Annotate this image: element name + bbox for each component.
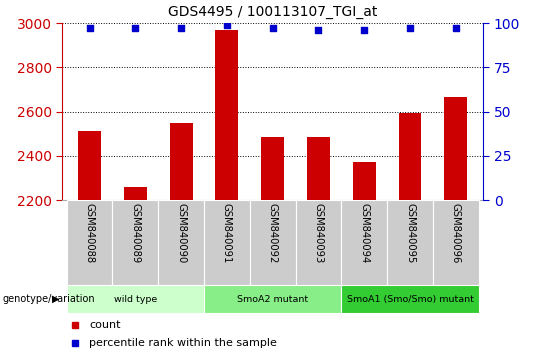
- Text: genotype/variation: genotype/variation: [3, 294, 96, 304]
- Bar: [66, 200, 112, 285]
- Point: [406, 25, 414, 31]
- Text: GSM840091: GSM840091: [222, 202, 232, 263]
- Bar: [353, 162, 376, 200]
- Bar: [387, 200, 433, 285]
- Text: SmoA2 mutant: SmoA2 mutant: [237, 295, 308, 304]
- Bar: [204, 200, 250, 285]
- Point: [268, 25, 277, 31]
- Bar: [66, 285, 204, 313]
- Bar: [250, 200, 295, 285]
- Text: GSM840093: GSM840093: [314, 202, 323, 263]
- Bar: [444, 97, 467, 200]
- Point: [131, 25, 140, 31]
- Point: [222, 22, 231, 28]
- Bar: [170, 122, 193, 200]
- Bar: [261, 137, 284, 200]
- Text: percentile rank within the sample: percentile rank within the sample: [90, 338, 278, 348]
- Text: ▶: ▶: [52, 294, 60, 304]
- Text: GSM840090: GSM840090: [176, 202, 186, 263]
- Bar: [158, 200, 204, 285]
- Bar: [204, 285, 341, 313]
- Text: GSM840088: GSM840088: [85, 202, 94, 263]
- Bar: [433, 200, 479, 285]
- Bar: [341, 200, 387, 285]
- Title: GDS4495 / 100113107_TGI_at: GDS4495 / 100113107_TGI_at: [168, 5, 377, 19]
- Bar: [112, 200, 158, 285]
- Bar: [399, 113, 422, 200]
- Bar: [78, 131, 101, 200]
- Text: wild type: wild type: [114, 295, 157, 304]
- Point: [360, 27, 369, 33]
- Point: [451, 25, 460, 31]
- Bar: [295, 200, 341, 285]
- Text: GSM840096: GSM840096: [451, 202, 461, 263]
- Text: SmoA1 (Smo/Smo) mutant: SmoA1 (Smo/Smo) mutant: [347, 295, 474, 304]
- Bar: [124, 187, 147, 200]
- Text: GSM840092: GSM840092: [268, 202, 278, 263]
- Text: GSM840094: GSM840094: [359, 202, 369, 263]
- Point: [314, 27, 323, 33]
- Point: [85, 25, 94, 31]
- Text: GSM840095: GSM840095: [405, 202, 415, 263]
- Text: GSM840089: GSM840089: [130, 202, 140, 263]
- Text: count: count: [90, 320, 121, 330]
- Bar: [341, 285, 479, 313]
- Point: [177, 25, 185, 31]
- Bar: [215, 30, 238, 200]
- Bar: [307, 137, 330, 200]
